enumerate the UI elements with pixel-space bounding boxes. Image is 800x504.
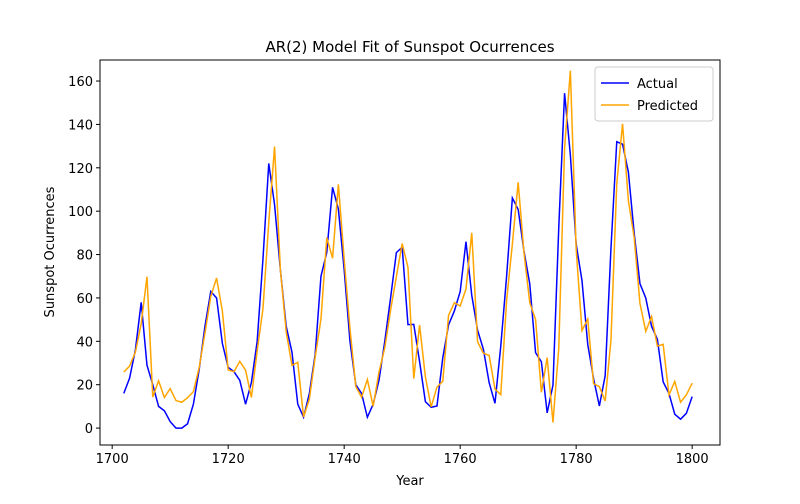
y-tick-label: 0	[85, 422, 93, 437]
x-axis-label: Year	[395, 474, 424, 489]
y-tick-label: 20	[76, 379, 93, 394]
series-line	[123, 70, 693, 423]
y-tick-label: 40	[76, 335, 93, 350]
y-tick-label: 60	[76, 292, 93, 307]
legend-label: Actual	[637, 77, 678, 92]
legend-box	[594, 66, 714, 122]
y-tick-label: 100	[68, 205, 93, 220]
y-tick-label: 120	[68, 162, 93, 177]
series-line	[123, 93, 693, 429]
x-tick-label: 1760	[444, 452, 477, 467]
x-tick-label: 1720	[212, 452, 245, 467]
chart-title: AR(2) Model Fit of Sunspot Ocurrences	[265, 38, 554, 56]
x-tick-label: 1780	[560, 452, 593, 467]
x-tick-label: 1800	[676, 452, 709, 467]
y-tick-label: 140	[68, 118, 93, 133]
y-tick-label: 160	[68, 75, 93, 90]
y-axis-label: Sunspot Ocurrences	[43, 186, 58, 317]
legend: Actual Predicted	[594, 66, 714, 122]
x-tick-label: 1740	[328, 452, 361, 467]
legend-label: Predicted	[637, 99, 698, 114]
y-tick-label: 80	[76, 249, 93, 264]
x-tick-label: 1700	[96, 452, 129, 467]
plot-frame	[99, 59, 721, 446]
